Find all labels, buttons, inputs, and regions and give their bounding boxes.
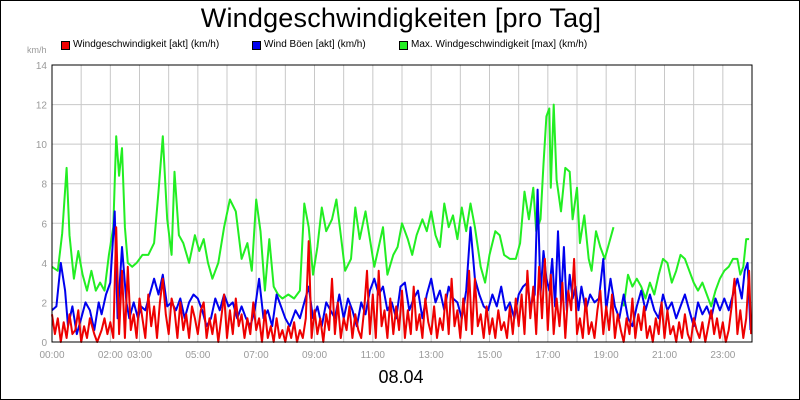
y-axis-ticks: 0 2 4 6 8 10 12 14 [36,61,48,349]
x-axis-ticks: 00:00 02:00 03:00 05:00 07:00 09:00 11:00 13:00… [39,350,735,361]
series-line-0 [622,238,750,308]
x-tick-label: 23:00 [710,350,735,361]
series-line-0 [51,103,615,300]
x-tick-label: 03:00 [127,350,152,361]
x-tick-label: 02:00 [98,350,123,361]
y-tick-label: 2 [41,298,47,309]
x-tick-label: 09:00 [302,350,327,361]
y-tick-label: 14 [36,61,48,72]
legend-swatch-red [61,41,70,50]
legend-label: Max. Windgeschwindigkeit [max] (km/h) [411,39,588,50]
y-tick-label: 0 [41,338,47,349]
x-tick-label: 00:00 [39,350,64,361]
y-tick-label: 12 [36,101,48,112]
x-tick-label: 21:00 [652,350,677,361]
x-tick-label: 05:00 [185,350,210,361]
x-tick-label: 07:00 [244,350,269,361]
y-tick-label: 6 [41,219,47,230]
series-lines [51,103,753,343]
legend-label: Wind Böen [akt] (km/h) [264,39,366,50]
x-tick-label: 13:00 [419,350,444,361]
x-tick-label: 17:00 [535,350,560,361]
x-tick-label: 11:00 [361,350,386,361]
y-tick-label: 10 [36,140,48,151]
chart-title: Windgeschwindigkeiten [pro Tag] [200,3,602,33]
legend-swatch-green [399,41,408,50]
legend-label: Windgeschwindigkeit [akt] (km/h) [73,39,220,50]
y-axis-unit: km/h [27,45,47,55]
x-tick-label: 19:00 [594,350,619,361]
y-tick-label: 4 [41,259,47,270]
x-tick-label: 15:00 [477,350,502,361]
y-tick-label: 8 [41,180,47,191]
x-axis-date-label: 08.04 [378,367,424,387]
legend-swatch-blue [252,41,261,50]
series-line-2 [51,226,753,343]
plot-border [51,64,753,343]
